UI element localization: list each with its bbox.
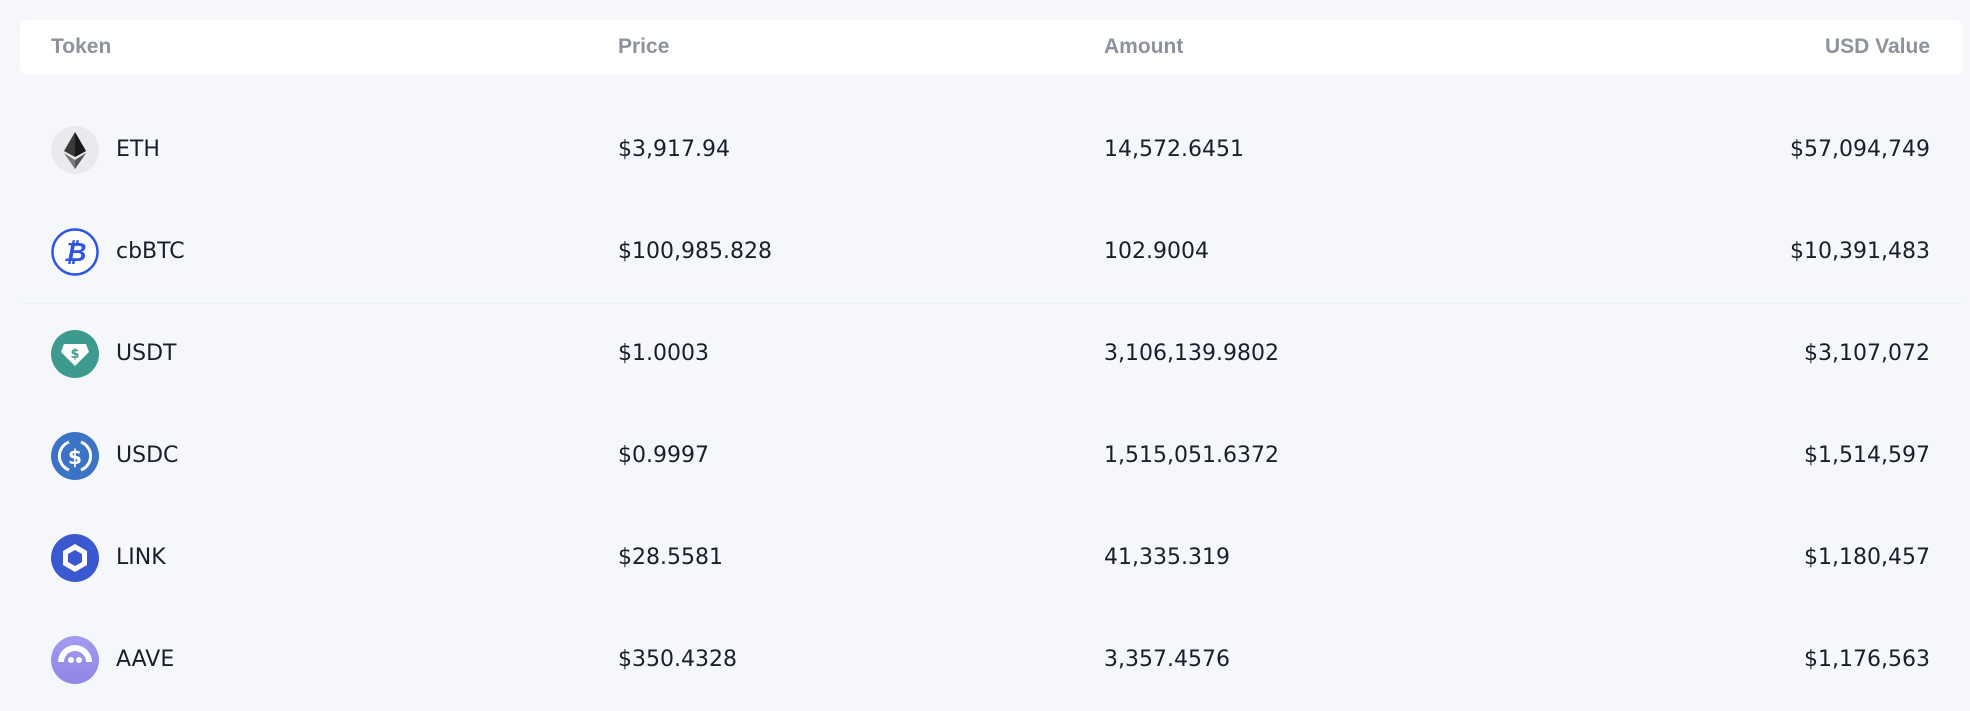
token-amount: 41,335.319 [1104, 545, 1230, 570]
token-name: cbBTC [116, 239, 185, 264]
token-price: $28.5581 [618, 545, 723, 570]
chainlink-icon [51, 534, 99, 582]
column-header-token[interactable]: Token [51, 35, 112, 58]
token-usd-value: $1,180,457 [1804, 545, 1930, 570]
table-row[interactable]: $ USDC $0.9997 1,515,051.6372 $1,514,597 [20, 405, 1963, 507]
token-name: AAVE [116, 647, 175, 672]
token-name: USDC [116, 443, 179, 468]
token-price: $3,917.94 [618, 137, 730, 162]
table-row[interactable]: ETH $3,917.94 14,572.6451 $57,094,749 [20, 99, 1963, 201]
token-name: LINK [116, 545, 166, 570]
token-usd-value: $57,094,749 [1790, 137, 1930, 162]
usdc-icon: $ [51, 432, 99, 480]
token-name: USDT [116, 341, 177, 366]
table-row[interactable]: $ USDT $1.0003 3,106,139.9802 $3,107,072 [20, 303, 1963, 405]
token-amount: 1,515,051.6372 [1104, 443, 1279, 468]
column-header-amount[interactable]: Amount [1104, 35, 1184, 58]
token-name: ETH [116, 137, 160, 162]
token-amount: 3,357.4576 [1104, 647, 1230, 672]
aave-icon [51, 636, 99, 684]
table-row[interactable]: ₿ cbBTC $100,985.828 102.9004 $10,391,48… [20, 201, 1963, 304]
token-price: $0.9997 [618, 443, 709, 468]
token-price: $350.4328 [618, 647, 737, 672]
column-header-price[interactable]: Price [618, 35, 670, 58]
token-usd-value: $10,391,483 [1790, 239, 1930, 264]
token-price: $100,985.828 [618, 239, 772, 264]
ethereum-icon [51, 126, 99, 174]
token-usd-value: $1,514,597 [1804, 443, 1930, 468]
bitcoin-icon: ₿ [51, 228, 99, 276]
token-price: $1.0003 [618, 341, 709, 366]
table-row[interactable]: LINK $28.5581 41,335.319 $1,180,457 [20, 507, 1963, 609]
svg-text:$: $ [68, 445, 82, 469]
table-header: Token Price Amount USD Value [20, 20, 1963, 75]
token-usd-value: $3,107,072 [1804, 341, 1930, 366]
token-amount: 3,106,139.9802 [1104, 341, 1279, 366]
token-usd-value: $1,176,563 [1804, 647, 1930, 672]
tether-icon: $ [51, 330, 99, 378]
column-header-usd-value[interactable]: USD Value [1824, 35, 1930, 58]
table-row[interactable]: AAVE $350.4328 3,357.4576 $1,176,563 [20, 609, 1963, 711]
svg-text:$: $ [70, 347, 79, 362]
svg-text:₿: ₿ [64, 238, 87, 268]
token-amount: 102.9004 [1104, 239, 1209, 264]
token-amount: 14,572.6451 [1104, 137, 1244, 162]
